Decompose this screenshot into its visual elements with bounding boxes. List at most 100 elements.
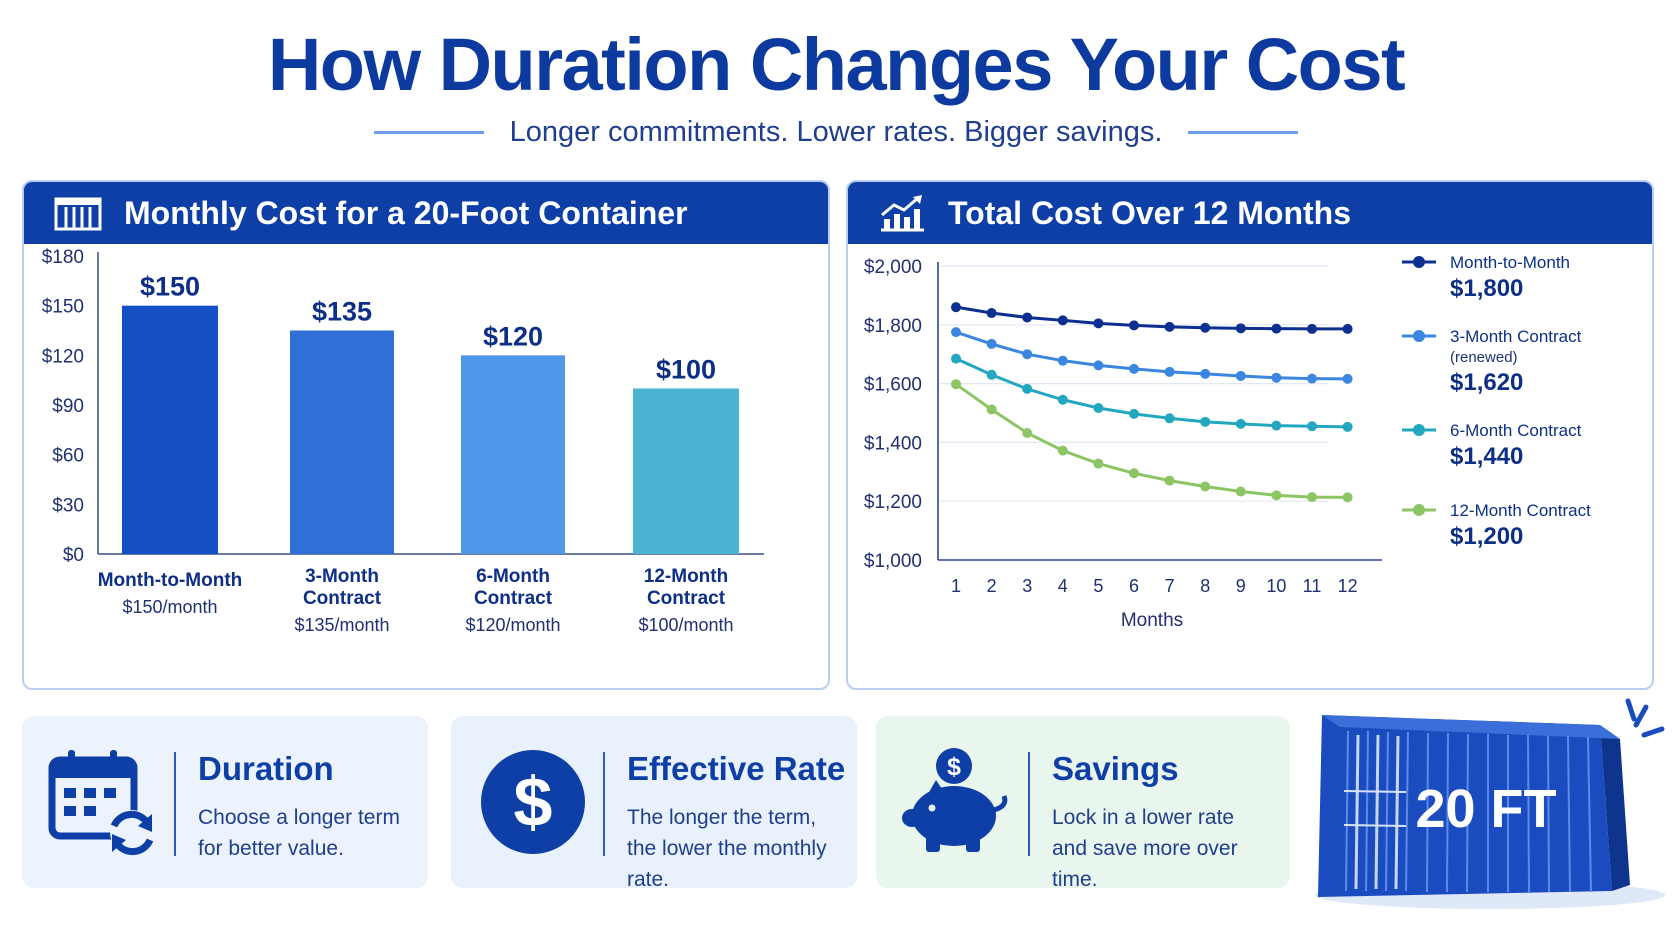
duration-line-1: Choose a longer term [198,806,400,829]
rate-line-1: The longer the term, [627,806,817,829]
dollar-circle-icon: $ [481,750,585,854]
line-point [986,338,997,349]
bar-1 [122,305,218,554]
legend-label: Month-to-Month [1450,253,1570,272]
line-point [986,404,997,415]
line-point [1200,416,1211,427]
line-y-tick-label: $1,600 [864,375,922,396]
bar-category-label: Contract [303,588,382,609]
bar-category-label: Month-to-Month [98,570,243,591]
line-series-3 [955,357,1348,429]
line-point [1164,413,1175,424]
monthly-cost-title: Monthly Cost for a 20-Foot Container [124,194,688,231]
line-point [986,308,997,319]
bar-category-label: 3-Month [305,566,379,587]
monthly-cost-bar-chart: $0 $30 $60 $90 $120 $150 $180 $150 Month-to-Mont… [42,247,764,635]
bar-category-label: Contract [474,588,553,609]
rate-description: The longer the term, the lower the month… [627,802,855,895]
legend-swatch-dot [1413,256,1425,268]
line-point [1342,323,1353,334]
total-cost-header: Total Cost Over 12 Months [848,182,1652,244]
line-point [951,379,961,390]
bar-value-label: $135 [312,297,372,327]
line-series-2 [955,330,1348,381]
line-point [1307,492,1317,503]
line-y-tick-label: $1,000 [864,551,922,572]
duration-description: Choose a longer term for better value. [198,802,426,864]
line-point [1057,315,1068,326]
legend-total: $1,620 [1450,369,1523,396]
legend-swatch-dot [1413,424,1425,436]
line-point [1093,360,1104,371]
shipping-container-icon: 20 FT [1315,698,1665,909]
line-point [1093,458,1104,469]
line-y-tick-label: $1,200 [864,492,922,513]
bar-y-tick-label: $90 [52,396,84,417]
bar-y-tick-label: $30 [52,495,84,516]
subtitle-rule-left [373,130,484,134]
legend-note: (renewed) [1450,349,1518,366]
monthly-cost-panel: Monthly Cost for a 20-Foot Container $0 $… [22,180,830,690]
bar-sub-label: $135/month [294,615,389,635]
line-x-tick-label: 2 [987,576,997,596]
line-point [1307,373,1317,384]
line-point [1129,468,1139,479]
line-point [1022,383,1033,394]
line-x-tick-label: 6 [1129,576,1139,596]
bar-3 [461,355,565,554]
savings-title: Savings [1052,750,1179,787]
bar-2 [290,330,394,554]
bar-sub-label: $120/month [465,615,560,635]
line-x-tick-label: 4 [1058,576,1068,596]
bar-category-label: 6-Month [476,566,550,587]
line-point [1307,421,1317,432]
line-point [1200,368,1211,379]
line-point [1342,373,1353,384]
line-point [1057,445,1068,456]
duration-divider [174,752,176,856]
line-series-1 [955,305,1348,331]
bar-y-tick-label: $180 [42,247,84,268]
subtitle-rule-right [1188,130,1299,134]
legend-label: 6-Month Contract [1450,421,1582,440]
legend-swatch-dot [1413,504,1425,516]
line-point [1271,420,1282,431]
savings-line-2: and save more over time. [1052,837,1238,891]
bar-value-label: $120 [483,321,543,351]
line-point [1022,427,1033,438]
line-point [1093,318,1104,329]
bar-value-label: $150 [140,272,200,302]
line-point [986,369,997,380]
line-y-tick-label: $2,000 [864,257,922,278]
line-point [1164,366,1175,377]
line-point [1129,363,1139,374]
bar-y-tick-label: $150 [42,297,84,318]
container-label: 20 FT [1415,779,1556,839]
line-point [1022,312,1033,323]
rate-title: Effective Rate [627,750,846,787]
page-title: How Duration Changes Your Cost [267,23,1406,106]
savings-line-1: Lock in a lower rate [1052,806,1235,829]
line-series-4 [955,382,1348,499]
line-x-tick-label: 1 [951,576,961,596]
line-x-tick-label: 9 [1236,576,1246,596]
line-point [1057,394,1068,405]
rate-divider [603,752,605,856]
line-point [1129,408,1139,419]
line-point [1200,481,1211,492]
legend-label: 3-Month Contract [1450,327,1582,346]
line-point [951,353,961,364]
line-point [1271,490,1282,501]
bar-y-tick-label: $0 [63,545,84,566]
legend-total: $1,440 [1450,443,1523,470]
line-point [951,302,961,313]
growth-chart-icon [881,195,924,232]
container-stack-icon [54,197,102,231]
line-point [1271,372,1282,383]
line-point [1271,323,1282,334]
total-cost-title: Total Cost Over 12 Months [948,194,1352,231]
subtitle-row: Longer commitments. Lower rates. Bigger … [0,110,1672,154]
info-card-savings: $ Savings Lock in a lower rate and save … [876,716,1290,891]
line-point [1235,323,1246,334]
